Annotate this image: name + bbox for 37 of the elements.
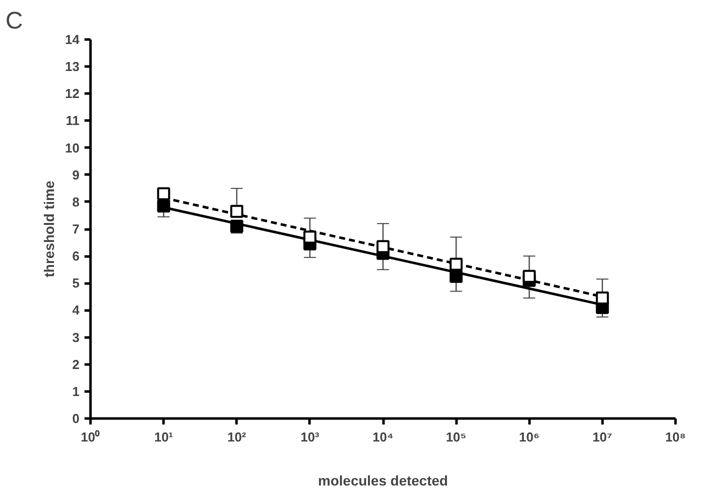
y-tick-label: 5 [72,276,80,291]
y-tick-label: 10 [65,140,80,156]
x-tick-label: 10⁷ [592,430,612,444]
x-tick-label: 10² [227,430,247,444]
y-tick-label: 2 [72,356,80,372]
point [450,270,463,283]
x-tick-label: 10⁵ [446,430,466,444]
point [303,230,316,244]
y-tick-label: 7 [72,222,80,236]
y-tick-label: 0 [72,411,80,426]
x-tick-label: 10⁰ [80,430,100,444]
y-tick-label: 4 [72,302,80,318]
x-axis-title: molecules detected [318,472,448,488]
x-tick-label: 10⁶ [519,430,540,444]
x-tick-label: 10³ [300,430,320,444]
point [596,292,609,305]
point [376,240,390,254]
x-tick-label: 10⁴ [372,430,394,444]
y-tick-label: 9 [72,167,80,182]
point [230,204,244,218]
y-tick-label: 6 [72,248,80,264]
point [522,270,536,283]
y-tick-label: 1 [72,384,80,399]
y-tick-label: 12 [65,86,80,102]
y-tick-label: 13 [65,59,80,74]
x-tick-label: 10⁸ [665,430,686,444]
y-axis-title: threshold time [41,180,58,278]
x-tick-label: 10¹ [154,430,174,444]
text: C [6,8,23,34]
point [157,199,170,212]
y-tick-label: 11 [66,113,80,128]
y-tick-label: 14 [65,32,80,47]
point [157,187,170,200]
point [230,220,244,233]
y-tick-label: 8 [72,194,80,210]
y-tick-label: 3 [72,330,80,345]
point [450,258,463,271]
